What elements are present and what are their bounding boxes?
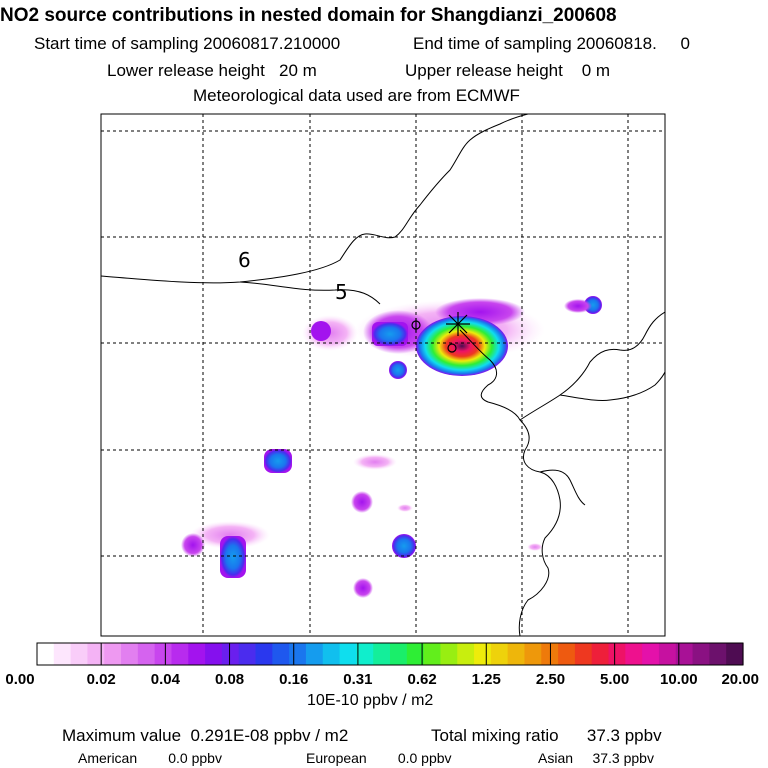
colorbar-swatch bbox=[692, 643, 710, 665]
met-data-label: Meteorological data used are from ECMWF bbox=[193, 86, 520, 105]
colorbar-swatch bbox=[37, 643, 55, 665]
colorbar-swatch bbox=[406, 643, 425, 665]
colorbar-swatch bbox=[121, 643, 139, 665]
receptor-marker bbox=[411, 312, 470, 353]
colorbar-swatch bbox=[709, 643, 727, 665]
colorbar-swatch bbox=[221, 643, 240, 665]
end-time-label: End time of sampling 20060818. 0 bbox=[413, 34, 690, 53]
colorbar-swatch bbox=[726, 643, 744, 665]
lower-release-label: Lower release height 20 m bbox=[107, 61, 317, 80]
colorbar-swatch bbox=[440, 643, 458, 665]
colorbar-tick-label: 0.08 bbox=[215, 671, 244, 688]
colorbar-swatch bbox=[390, 643, 408, 665]
colorbar-swatch bbox=[70, 643, 89, 665]
colorbar-tick-label: 0.04 bbox=[151, 671, 181, 688]
colorbar-swatch bbox=[87, 643, 105, 665]
colorbar-tick-label: 0.62 bbox=[407, 671, 436, 688]
map-frame bbox=[100, 113, 666, 637]
start-time-label: Start time of sampling 20060817.210000 bbox=[34, 34, 341, 53]
colorbar-tick-label: 2.50 bbox=[536, 671, 565, 688]
colorbar-swatch bbox=[255, 643, 273, 665]
colorbar-swatch bbox=[171, 643, 189, 665]
plot-title: NO2 source contributions in nested domai… bbox=[0, 5, 617, 26]
colorbar-tick-label: 1.25 bbox=[472, 671, 501, 688]
colorbar-tick-label: 20.00 bbox=[721, 671, 759, 688]
colorbar-tick-label: 10.00 bbox=[660, 671, 698, 688]
colorbar-swatch bbox=[322, 643, 341, 665]
colorbar-swatch bbox=[339, 643, 357, 665]
asian-contribution: Asian 37.3 ppbv bbox=[538, 750, 654, 766]
colorbar-swatch bbox=[272, 643, 290, 665]
colorbar-swatch bbox=[423, 643, 442, 665]
colorbar-frame bbox=[36, 642, 744, 666]
colorbar-tick-label: 0.00 bbox=[5, 671, 34, 688]
upper-release-label: Upper release height 0 m bbox=[405, 61, 611, 80]
colorbar-swatch bbox=[137, 643, 156, 665]
colorbar-swatch bbox=[625, 643, 643, 665]
coastlines bbox=[101, 114, 665, 636]
colorbar-swatch bbox=[490, 643, 509, 665]
graticule bbox=[101, 114, 665, 636]
colorbar-swatch bbox=[104, 643, 122, 665]
colorbar-swatch bbox=[238, 643, 257, 665]
colorbar-swatch bbox=[205, 643, 223, 665]
colorbar bbox=[36, 642, 744, 666]
colorbar-swatch bbox=[507, 643, 526, 665]
total-mixing-ratio: Total mixing ratio 37.3 ppbv bbox=[431, 726, 662, 745]
colorbar-swatch bbox=[675, 643, 694, 665]
colorbar-swatch bbox=[289, 643, 307, 665]
colorbar-swatch bbox=[642, 643, 660, 665]
colorbar-tick-label: 0.31 bbox=[343, 671, 372, 688]
european-contribution: European 0.0 ppbv bbox=[306, 750, 452, 766]
colorbar-ticks: 0.00 0.02 0.04 0.08 0.16 0.31 0.62 1.25 2.50 5.00… bbox=[5, 643, 759, 688]
region-label-6: 6 bbox=[238, 248, 251, 272]
colorbar-swatch bbox=[356, 643, 374, 665]
colorbar-swatch bbox=[658, 643, 677, 665]
colorbar-swatch bbox=[474, 643, 492, 665]
colorbar-tick-label: 0.16 bbox=[279, 671, 308, 688]
colorbar-swatch bbox=[305, 643, 324, 665]
american-contribution: American 0.0 ppbv bbox=[78, 750, 222, 766]
colorbar-swatch bbox=[154, 643, 173, 665]
colorbar-tick-label: 5.00 bbox=[600, 671, 629, 688]
colorbar-swatch bbox=[524, 643, 542, 665]
colorbar-swatch bbox=[373, 643, 391, 665]
colorbar-swatch bbox=[53, 643, 72, 665]
maximum-value: Maximum value 0.291E-08 ppbv / m2 bbox=[62, 726, 349, 745]
colorbar-swatch bbox=[574, 643, 593, 665]
colorbar-swatch bbox=[608, 643, 626, 665]
colorbar-units: 10E-10 ppbv / m2 bbox=[307, 692, 434, 709]
colorbar-swatch bbox=[591, 643, 610, 665]
region-label-5: 5 bbox=[335, 280, 348, 304]
colorbar-tick-label: 0.02 bbox=[87, 671, 116, 688]
colorbar-swatch bbox=[188, 643, 206, 665]
colorbar-swatch bbox=[457, 643, 475, 665]
colorbar-swatch bbox=[558, 643, 576, 665]
